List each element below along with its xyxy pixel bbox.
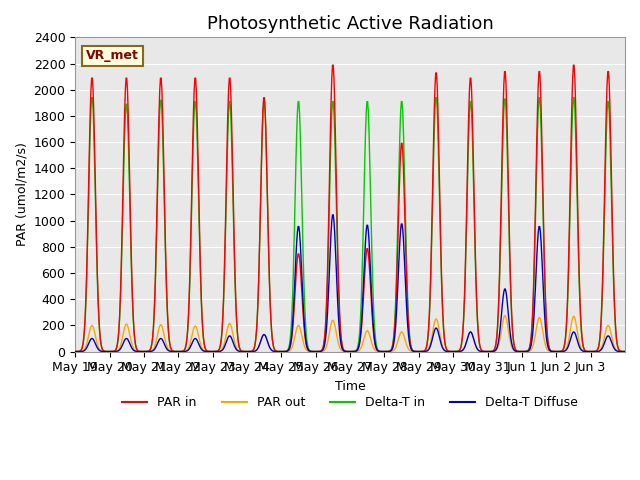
Text: VR_met: VR_met (86, 49, 139, 62)
X-axis label: Time: Time (335, 380, 365, 393)
Title: Photosynthetic Active Radiation: Photosynthetic Active Radiation (207, 15, 493, 33)
Y-axis label: PAR (umol/m2/s): PAR (umol/m2/s) (15, 143, 28, 246)
Legend: PAR in, PAR out, Delta-T in, Delta-T Diffuse: PAR in, PAR out, Delta-T in, Delta-T Dif… (117, 391, 583, 414)
